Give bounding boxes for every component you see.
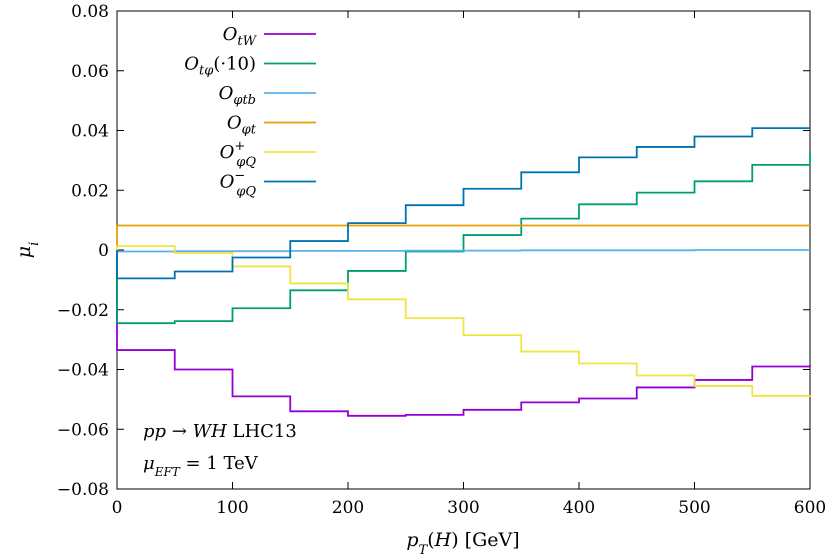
y-tick-label: −0.04 — [57, 361, 109, 381]
legend-label: O+ φQ — [220, 139, 257, 170]
y-tick-label: 0.08 — [71, 2, 109, 22]
series-line-2 — [116, 249, 810, 253]
legend-entry-4: O+ φQ — [220, 139, 316, 170]
y-tick-label: −0.08 — [57, 480, 109, 500]
legend-entry-5: O− φQ — [220, 169, 316, 200]
y-tick-label: 0 — [98, 241, 109, 261]
legend-label: OtW — [223, 24, 258, 49]
legend-label: Otφ(·10) — [184, 54, 256, 79]
x-tick-label: 200 — [332, 498, 364, 518]
series-line-3 — [116, 224, 810, 250]
y-tick-label: 0.04 — [71, 122, 109, 142]
annotation-process: pp → WH LHC13 — [143, 421, 297, 442]
ticks: 0 100 200 300 400 500 600 −0.08 −0.06 −0.04 −0.02 0… — [57, 2, 826, 518]
legend-label: Oφtb — [219, 83, 256, 108]
series-group — [116, 127, 811, 417]
legend-label: O− φQ — [220, 169, 257, 200]
series-line-5 — [116, 127, 810, 280]
y-tick-label: 0.02 — [71, 181, 109, 201]
series-line-4 — [116, 245, 810, 397]
y-tick-label: −0.02 — [57, 301, 109, 321]
x-tick-label: 0 — [112, 498, 123, 518]
x-tick-label: 300 — [447, 498, 479, 518]
x-tick-label: 100 — [216, 498, 248, 518]
x-tick-label: 600 — [794, 498, 826, 518]
y-tick-label: −0.06 — [57, 420, 109, 440]
y-axis-label: μi — [13, 242, 42, 259]
x-tick-label: 500 — [678, 498, 710, 518]
x-tick-label: 400 — [563, 498, 595, 518]
y-tick-label: 0.06 — [71, 62, 109, 82]
legend-entry-2: Oφtb — [219, 83, 316, 108]
legend-label: Oφt — [227, 113, 257, 138]
legend-entry-3: Oφt — [227, 113, 316, 138]
annotation-scale: μEFT = 1 TeV — [143, 453, 259, 479]
series-line-0 — [116, 250, 810, 417]
legend-entry-0: OtW — [223, 24, 316, 49]
legend-entry-1: Otφ(·10) — [184, 54, 316, 79]
x-axis-label: pT(H) [GeV] — [406, 529, 519, 554]
